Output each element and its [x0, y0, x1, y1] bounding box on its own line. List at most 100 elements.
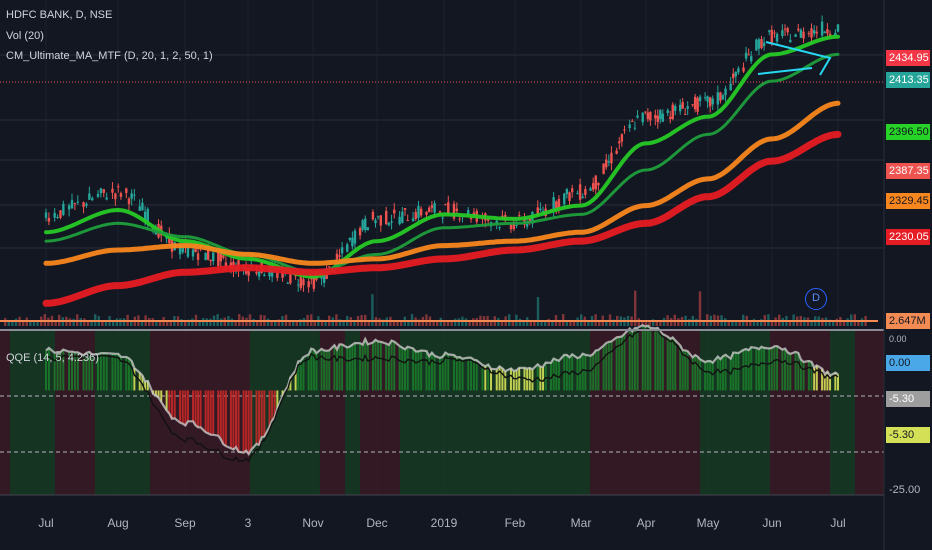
time-axis-tick-label: Dec: [366, 516, 388, 530]
candle-body: [605, 159, 608, 168]
candle-body: [563, 193, 566, 205]
candle-body: [775, 34, 779, 42]
volume-bar: [443, 321, 446, 326]
volume-bar: [299, 319, 302, 326]
volume-bar: [187, 319, 190, 326]
candle-body: [328, 266, 331, 268]
volume-bar: [288, 320, 291, 326]
candle-body: [768, 30, 771, 32]
candle-body: [390, 221, 393, 223]
candle-body: [441, 217, 444, 219]
candle-body: [455, 208, 459, 212]
candle-body: [70, 200, 74, 209]
candle-body: [618, 141, 621, 144]
candle-body: [836, 24, 840, 32]
volume-bar: [860, 318, 864, 326]
candle-body: [91, 198, 94, 201]
candle-body: [716, 92, 720, 105]
volume-bar: [587, 320, 590, 326]
volume-bar: [558, 321, 561, 326]
time-axis-tick-label: Feb: [504, 516, 526, 530]
price-badge: 2230.05: [886, 229, 930, 245]
volume-bar: [83, 318, 86, 326]
candle-body: [191, 249, 195, 257]
candle-body: [646, 112, 650, 120]
candle-body: [425, 211, 428, 215]
time-axis-tick-label: Apr: [636, 516, 656, 530]
volume-bar: [353, 320, 356, 326]
candle-body: [631, 121, 634, 123]
candle-body: [633, 127, 637, 129]
time-axis-tick-label: Nov: [302, 516, 324, 530]
volume-bar: [86, 320, 90, 326]
volume-bar: [119, 318, 122, 326]
candle-body: [379, 215, 383, 226]
volume-bar: [205, 318, 208, 326]
volume-bar: [202, 318, 205, 326]
ma-line: [44, 34, 840, 279]
timeframe-marker-icon[interactable]: D: [805, 288, 827, 310]
candle-body: [620, 134, 624, 142]
volume-bar: [522, 320, 525, 326]
volume-bar: [371, 294, 374, 326]
candle-body: [623, 129, 626, 131]
candle-body: [708, 97, 712, 107]
ma-line: [43, 100, 841, 266]
candle-body: [398, 216, 401, 225]
candle-body: [666, 110, 669, 113]
volume-bar: [727, 321, 730, 326]
volume-bar: [4, 318, 7, 326]
candle-body: [146, 208, 150, 222]
candle-body: [607, 161, 611, 163]
volume-bar: [436, 321, 439, 326]
volume-bar: [734, 321, 738, 326]
candle-body: [348, 237, 352, 240]
candle-body: [430, 205, 434, 208]
candle-body: [67, 205, 71, 210]
qqe-badge: -5.30: [886, 427, 930, 443]
volume-bar: [158, 320, 162, 326]
candle-body: [299, 277, 303, 288]
candle-body: [744, 52, 748, 59]
volume-bar: [295, 321, 298, 326]
candle-body: [371, 211, 375, 220]
candle-body: [834, 32, 837, 36]
symbol-legend[interactable]: HDFC BANK, D, NSE: [6, 9, 113, 21]
candle-body: [102, 189, 105, 193]
volume-bar: [220, 318, 223, 326]
candle-body: [111, 188, 114, 193]
qqe-legend[interactable]: QQE (14, 5, 4.236): [6, 352, 99, 364]
volume-bar: [14, 318, 18, 326]
candle-body: [364, 218, 367, 230]
candle-body: [276, 271, 279, 278]
volume-bar: [32, 321, 36, 326]
volume-bar: [324, 320, 327, 326]
candle-body: [671, 104, 674, 119]
candle-body: [719, 92, 722, 101]
volume-bar: [655, 320, 658, 326]
volume-bar: [472, 318, 475, 326]
ma-legend[interactable]: CM_Ultimate_MA_MTF (D, 20, 1, 2, 50, 1): [6, 50, 213, 62]
candle-body: [96, 193, 100, 197]
price-badge: 2396.50: [886, 124, 930, 140]
candle-body: [219, 253, 223, 262]
candle-body: [458, 218, 461, 220]
candle-body: [512, 222, 516, 230]
candle-body: [204, 252, 207, 260]
candle-body: [594, 175, 597, 190]
volume-bar: [605, 320, 608, 326]
candle-body: [88, 193, 91, 200]
candle-body: [417, 205, 420, 218]
candle-body: [696, 98, 699, 112]
candle-body: [812, 30, 816, 34]
candle-body: [406, 220, 409, 222]
candle-body: [286, 282, 289, 284]
time-axis-tick-label: Mar: [570, 516, 592, 530]
candle-body: [433, 203, 436, 213]
candle-body: [130, 193, 133, 199]
volume-bar: [698, 291, 702, 326]
volume-legend[interactable]: Vol (20): [6, 30, 44, 42]
volume-bar: [72, 318, 75, 326]
volume-bar: [266, 318, 270, 326]
